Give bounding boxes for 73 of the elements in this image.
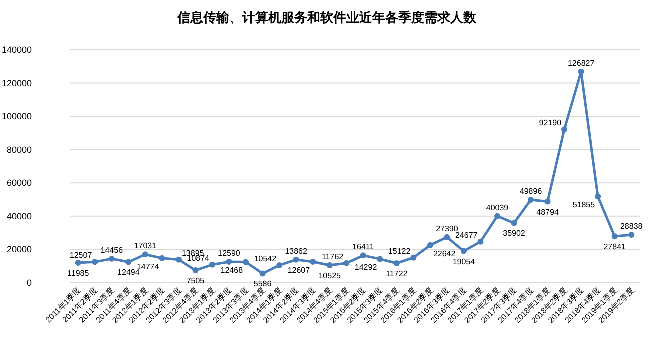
data-label: 19054 bbox=[452, 257, 476, 266]
data-label: 11762 bbox=[322, 252, 344, 262]
y-tick-label: 100000 bbox=[2, 112, 32, 122]
y-tick-label: 140000 bbox=[2, 45, 32, 55]
data-label: 24677 bbox=[455, 230, 478, 240]
data-label: 7505 bbox=[186, 276, 206, 286]
point bbox=[243, 259, 250, 266]
data-label: 51855 bbox=[572, 200, 596, 210]
point bbox=[159, 255, 166, 262]
data-label: 14292 bbox=[354, 263, 378, 272]
point bbox=[511, 220, 518, 226]
point bbox=[444, 234, 450, 240]
data-label: 35902 bbox=[503, 229, 526, 238]
data-label: 92190 bbox=[539, 118, 562, 128]
data-label: 22642 bbox=[433, 249, 456, 258]
point bbox=[260, 270, 266, 277]
point bbox=[293, 256, 300, 263]
data-label: 27841 bbox=[604, 242, 627, 252]
point bbox=[192, 268, 199, 274]
point bbox=[562, 126, 568, 133]
point bbox=[478, 238, 484, 245]
point bbox=[276, 262, 283, 268]
point bbox=[394, 260, 400, 266]
y-tick-label: 20000 bbox=[6, 244, 32, 255]
point bbox=[595, 194, 602, 200]
data-label: 12590 bbox=[218, 249, 241, 258]
point bbox=[310, 259, 316, 266]
data-label: 12607 bbox=[288, 266, 311, 276]
y-tick-label: 120000 bbox=[2, 78, 32, 88]
point bbox=[494, 213, 500, 220]
data-label: 11722 bbox=[386, 269, 408, 278]
chart-title: 信息传输、计算机服务和软件业近年各季度需求人数 bbox=[176, 10, 478, 25]
point bbox=[460, 248, 467, 254]
data-label: 48794 bbox=[536, 208, 560, 217]
point bbox=[210, 262, 216, 268]
data-label: 10525 bbox=[318, 271, 342, 280]
point bbox=[126, 259, 132, 266]
y-tick-label: 40000 bbox=[6, 211, 32, 222]
point bbox=[75, 260, 82, 266]
data-label: 12507 bbox=[70, 251, 93, 260]
point bbox=[92, 259, 98, 266]
data-label: 49896 bbox=[520, 186, 543, 196]
data-label: 27390 bbox=[436, 224, 459, 234]
data-label: 15122 bbox=[388, 246, 412, 256]
data-label: 17031 bbox=[134, 242, 158, 251]
y-tick-label: 0 bbox=[26, 278, 32, 288]
y-tick-label: 60000 bbox=[6, 178, 32, 188]
data-label: 12468 bbox=[220, 266, 244, 276]
point bbox=[176, 256, 182, 263]
point bbox=[377, 256, 384, 262]
data-label: 10542 bbox=[254, 254, 278, 264]
data-label: 28838 bbox=[620, 222, 644, 232]
data-label: 11985 bbox=[68, 269, 90, 278]
data-label: 14456 bbox=[100, 246, 124, 255]
point bbox=[528, 196, 534, 203]
point bbox=[427, 242, 434, 248]
point bbox=[360, 252, 366, 259]
point bbox=[578, 68, 584, 75]
data-label: 12494 bbox=[118, 268, 140, 278]
y-tick-label: 80000 bbox=[6, 144, 32, 155]
data-label: 16411 bbox=[352, 242, 375, 252]
point bbox=[628, 232, 635, 238]
data-label: 13862 bbox=[285, 246, 308, 256]
point bbox=[108, 256, 115, 262]
point bbox=[142, 252, 148, 258]
point bbox=[410, 254, 417, 261]
point bbox=[326, 262, 333, 268]
point bbox=[544, 198, 551, 205]
point bbox=[344, 260, 350, 266]
data-label: 126827 bbox=[568, 58, 596, 68]
point bbox=[226, 259, 232, 266]
point bbox=[612, 234, 618, 240]
data-label: 40039 bbox=[486, 203, 510, 212]
